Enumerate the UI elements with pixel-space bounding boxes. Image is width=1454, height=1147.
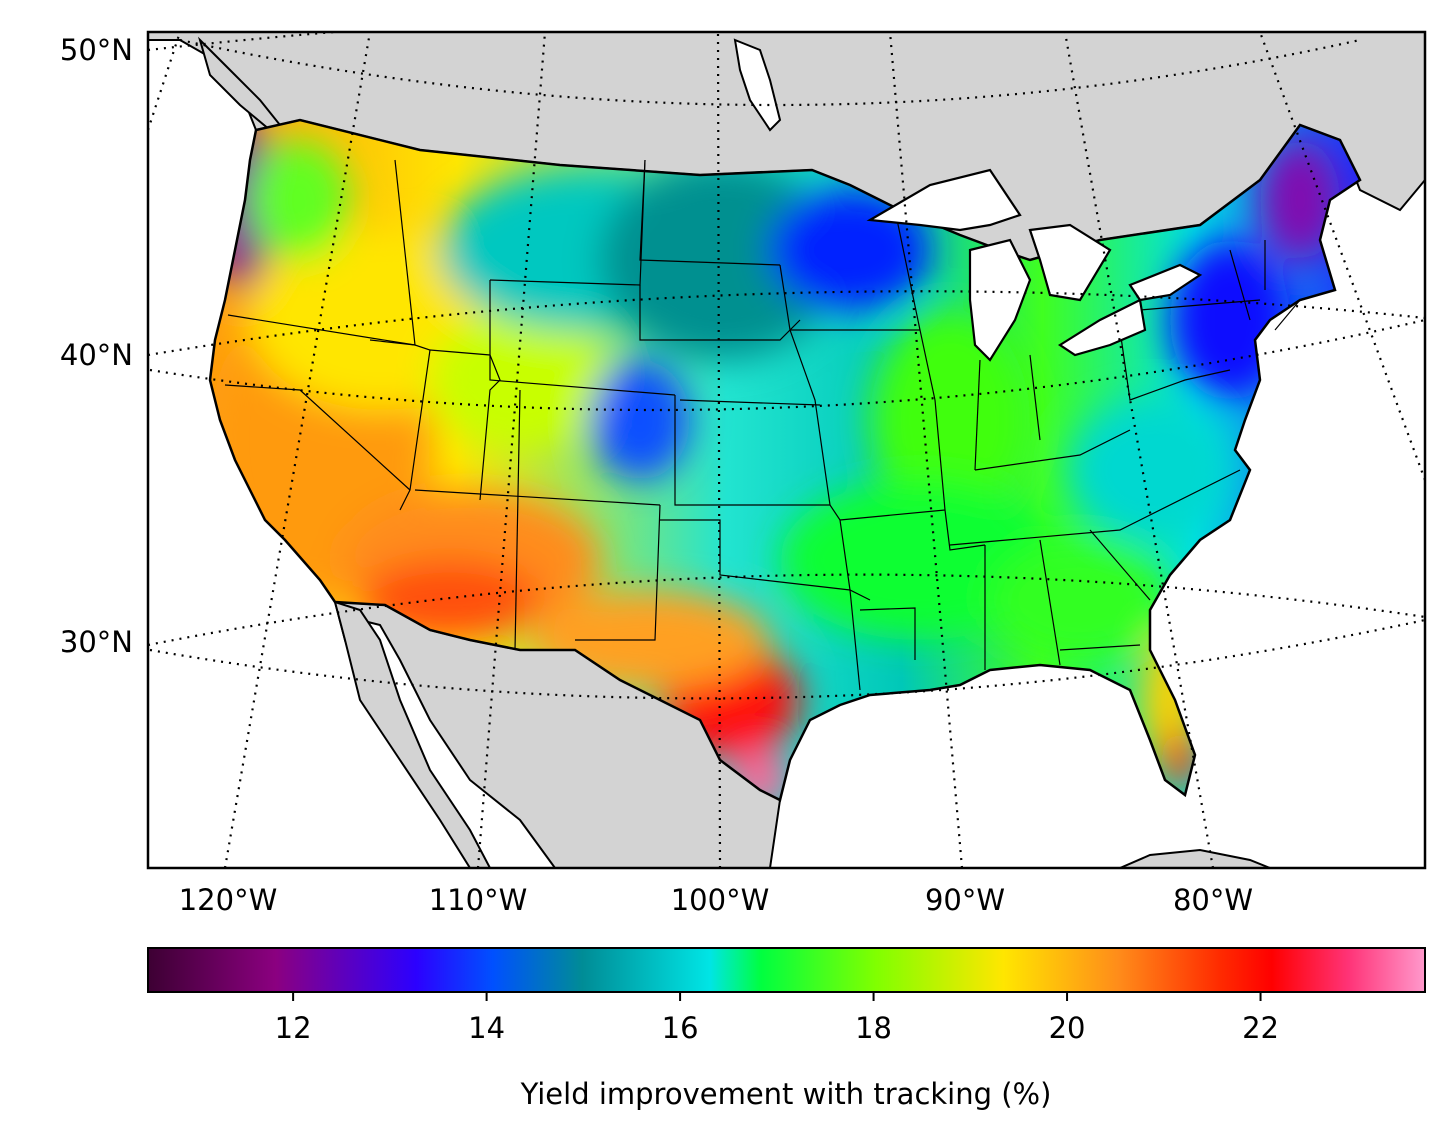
lat-label-30: 30°N xyxy=(60,625,133,659)
colorbar-tick-label: 14 xyxy=(468,1011,505,1045)
state-borders xyxy=(224,159,1301,691)
colorbar-tick-label: 16 xyxy=(662,1011,699,1045)
lon-label-120: 120°W xyxy=(179,883,278,917)
us-outline xyxy=(208,118,1362,802)
lon-label-110: 110°W xyxy=(429,883,528,917)
colorbar xyxy=(147,947,1426,993)
colorbar-ticks: 12 14 16 18 20 22 xyxy=(275,992,1279,1045)
graticule xyxy=(148,32,1425,868)
colorbar-label: Yield improvement with tracking (%) xyxy=(520,1077,1052,1111)
lat-label-40: 40°N xyxy=(60,338,133,372)
northern-lake xyxy=(733,38,782,132)
cuba-land xyxy=(1119,848,1271,868)
colorbar-tick-label: 20 xyxy=(1049,1011,1086,1045)
lon-label-100: 100°W xyxy=(671,883,770,917)
lon-label-80: 80°W xyxy=(1173,883,1253,917)
colorbar-tick-label: 12 xyxy=(275,1011,312,1045)
map-frame xyxy=(146,30,1427,870)
baja-california xyxy=(333,600,492,868)
lon-label-90: 90°W xyxy=(925,883,1005,917)
lat-label-50: 50°N xyxy=(60,33,133,67)
great-lakes xyxy=(866,168,1203,362)
colorbar-tick-label: 18 xyxy=(855,1011,892,1045)
colorbar-tick-label: 22 xyxy=(1242,1011,1279,1045)
